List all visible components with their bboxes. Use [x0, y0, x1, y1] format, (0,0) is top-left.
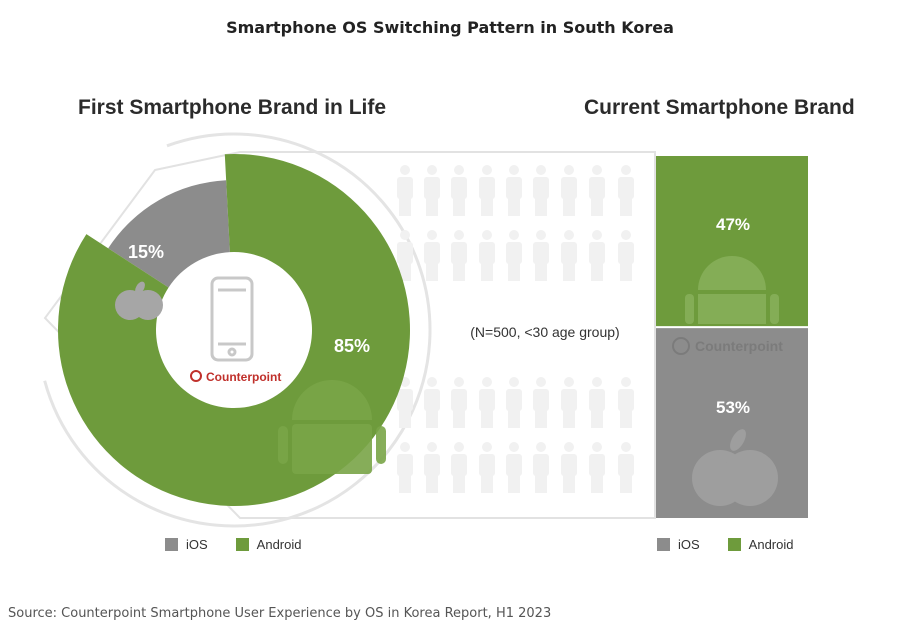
legend-swatch-ios — [165, 538, 178, 551]
person-figure — [451, 165, 467, 216]
connector-funnel — [43, 151, 656, 519]
person-figure — [618, 165, 634, 216]
bar-legend-item-android: Android — [727, 537, 794, 552]
bar-legend: iOS Android — [657, 537, 821, 552]
person-figure — [533, 230, 549, 281]
bar-legend-label-ios: iOS — [678, 537, 700, 552]
donut-label-android: 85% — [334, 336, 370, 356]
person-figure — [561, 165, 577, 216]
person-figure — [451, 377, 467, 428]
bar-legend-label-android: Android — [748, 537, 794, 552]
person-figure — [424, 442, 440, 493]
person-figure — [618, 377, 634, 428]
legend-item-android: Android — [235, 537, 302, 552]
person-figure — [479, 442, 495, 493]
person-figure — [397, 442, 413, 493]
bar-chart-title: Current Smartphone Brand — [584, 96, 855, 119]
person-figure — [506, 442, 522, 493]
person-figure — [451, 230, 467, 281]
legend-item-ios: iOS — [165, 537, 208, 552]
person-figure — [424, 377, 440, 428]
person-figure — [506, 230, 522, 281]
person-figure — [479, 377, 495, 428]
people-pictogram-grid — [397, 165, 634, 493]
bar-label-ios: 53% — [716, 398, 750, 417]
donut-legend: iOS Android — [165, 537, 329, 552]
person-figure — [533, 165, 549, 216]
apple-icon — [115, 281, 163, 320]
legend-label-android: Android — [256, 537, 302, 552]
page-title: Smartphone OS Switching Pattern in South… — [226, 18, 674, 37]
person-figure — [589, 230, 605, 281]
person-figure — [561, 442, 577, 493]
person-figure — [397, 230, 413, 281]
person-figure — [479, 230, 495, 281]
donut-slice-ios — [108, 180, 230, 288]
person-figure — [561, 377, 577, 428]
bar-legend-swatch-android — [727, 538, 741, 551]
counterpoint-logo-text: Counterpoint — [206, 370, 281, 384]
person-figure — [589, 165, 605, 216]
bar-label-android: 47% — [716, 215, 750, 234]
bar-android-icon — [685, 256, 779, 324]
source-note: Source: Counterpoint Smartphone User Exp… — [8, 606, 552, 621]
person-figure — [561, 230, 577, 281]
sample-note: (N=500, <30 age group) — [470, 324, 619, 340]
person-figure — [451, 442, 467, 493]
person-figure — [533, 377, 549, 428]
bar-watermark: Counterpoint — [672, 337, 783, 355]
donut-chart-title: First Smartphone Brand in Life — [78, 96, 387, 119]
phone-icon — [210, 276, 254, 362]
legend-label-ios: iOS — [186, 537, 208, 552]
person-figure — [397, 165, 413, 216]
bar-legend-swatch-ios — [657, 538, 670, 551]
person-figure — [618, 230, 634, 281]
person-figure — [424, 230, 440, 281]
bar-apple-icon — [692, 429, 778, 506]
counterpoint-logo: Counterpoint — [190, 370, 281, 384]
person-figure — [618, 442, 634, 493]
bar-watermark-text: Counterpoint — [695, 338, 783, 354]
person-figure — [533, 442, 549, 493]
bar-legend-item-ios: iOS — [657, 537, 700, 552]
donut-label-ios: 15% — [128, 242, 164, 262]
person-figure — [479, 165, 495, 216]
person-figure — [589, 377, 605, 428]
person-figure — [589, 442, 605, 493]
android-icon — [278, 380, 386, 474]
legend-swatch-android — [235, 538, 249, 551]
person-figure — [506, 377, 522, 428]
person-figure — [506, 165, 522, 216]
person-figure — [424, 165, 440, 216]
